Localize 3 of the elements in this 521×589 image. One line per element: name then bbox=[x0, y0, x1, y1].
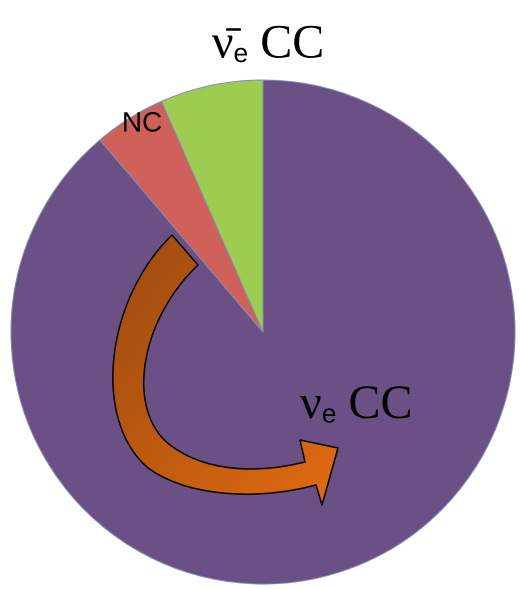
slice-label: NC bbox=[122, 106, 162, 138]
slice-label: νe CC bbox=[300, 376, 412, 430]
slice-label: ν̄e CC bbox=[212, 16, 324, 68]
